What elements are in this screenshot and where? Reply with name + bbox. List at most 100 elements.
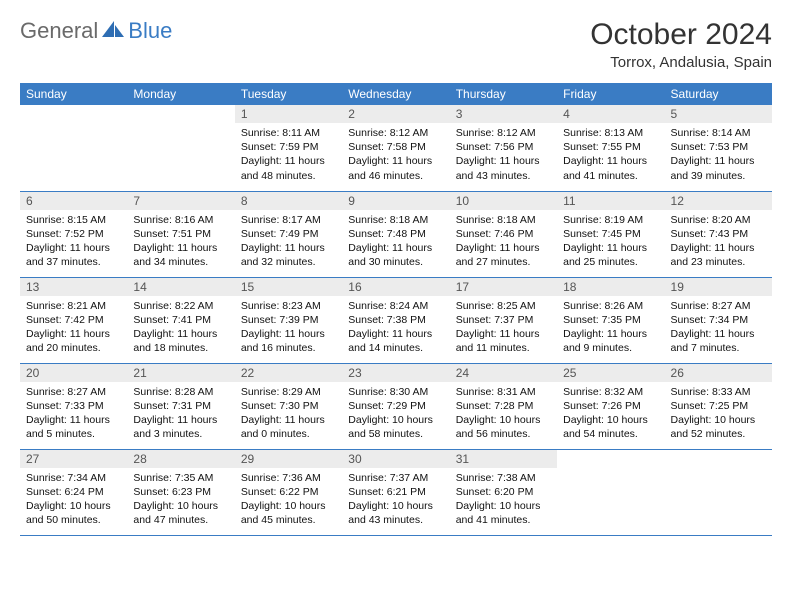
day-number: 16: [342, 278, 449, 296]
day-number: 15: [235, 278, 342, 296]
day-content: Sunrise: 8:23 AMSunset: 7:39 PMDaylight:…: [235, 296, 342, 362]
day-number: 24: [450, 364, 557, 382]
dayheader-cell: Thursday: [450, 83, 557, 105]
day-content: Sunrise: 8:21 AMSunset: 7:42 PMDaylight:…: [20, 296, 127, 362]
day-content: Sunrise: 8:18 AMSunset: 7:46 PMDaylight:…: [450, 210, 557, 276]
dayheader-cell: Tuesday: [235, 83, 342, 105]
calendar-row: 13Sunrise: 8:21 AMSunset: 7:42 PMDayligh…: [20, 277, 772, 363]
calendar-row: 6Sunrise: 8:15 AMSunset: 7:52 PMDaylight…: [20, 191, 772, 277]
calendar-cell: 26Sunrise: 8:33 AMSunset: 7:25 PMDayligh…: [665, 363, 772, 449]
day-number: 26: [665, 364, 772, 382]
day-number: 10: [450, 192, 557, 210]
day-content: Sunrise: 8:31 AMSunset: 7:28 PMDaylight:…: [450, 382, 557, 448]
title-block: October 2024 Torrox, Andalusia, Spain: [590, 18, 772, 71]
day-content: Sunrise: 8:20 AMSunset: 7:43 PMDaylight:…: [665, 210, 772, 276]
calendar-cell: 23Sunrise: 8:30 AMSunset: 7:29 PMDayligh…: [342, 363, 449, 449]
calendar-cell: 18Sunrise: 8:26 AMSunset: 7:35 PMDayligh…: [557, 277, 664, 363]
day-content: Sunrise: 8:32 AMSunset: 7:26 PMDaylight:…: [557, 382, 664, 448]
day-content: Sunrise: 8:30 AMSunset: 7:29 PMDaylight:…: [342, 382, 449, 448]
calendar-table: SundayMondayTuesdayWednesdayThursdayFrid…: [20, 83, 772, 536]
calendar-cell: 27Sunrise: 7:34 AMSunset: 6:24 PMDayligh…: [20, 449, 127, 535]
calendar-cell: 11Sunrise: 8:19 AMSunset: 7:45 PMDayligh…: [557, 191, 664, 277]
day-number: 30: [342, 450, 449, 468]
day-content: Sunrise: 8:28 AMSunset: 7:31 PMDaylight:…: [127, 382, 234, 448]
month-title: October 2024: [590, 18, 772, 52]
calendar-cell: 7Sunrise: 8:16 AMSunset: 7:51 PMDaylight…: [127, 191, 234, 277]
calendar-cell: 31Sunrise: 7:38 AMSunset: 6:20 PMDayligh…: [450, 449, 557, 535]
day-content: Sunrise: 8:12 AMSunset: 7:58 PMDaylight:…: [342, 123, 449, 189]
day-number: 23: [342, 364, 449, 382]
day-number: 22: [235, 364, 342, 382]
day-number: 8: [235, 192, 342, 210]
day-content: Sunrise: 8:19 AMSunset: 7:45 PMDaylight:…: [557, 210, 664, 276]
day-content: Sunrise: 8:16 AMSunset: 7:51 PMDaylight:…: [127, 210, 234, 276]
logo-text-blue: Blue: [128, 18, 172, 44]
day-content: Sunrise: 7:36 AMSunset: 6:22 PMDaylight:…: [235, 468, 342, 534]
calendar-cell: 5Sunrise: 8:14 AMSunset: 7:53 PMDaylight…: [665, 105, 772, 191]
day-number: 6: [20, 192, 127, 210]
day-number: 5: [665, 105, 772, 123]
calendar-row: ..1Sunrise: 8:11 AMSunset: 7:59 PMDaylig…: [20, 105, 772, 191]
day-number: 9: [342, 192, 449, 210]
day-content: Sunrise: 7:37 AMSunset: 6:21 PMDaylight:…: [342, 468, 449, 534]
logo: General Blue: [20, 18, 172, 44]
day-number: 28: [127, 450, 234, 468]
day-number: 4: [557, 105, 664, 123]
day-number: 18: [557, 278, 664, 296]
day-number: 17: [450, 278, 557, 296]
day-number: 31: [450, 450, 557, 468]
dayheader-cell: Friday: [557, 83, 664, 105]
calendar-cell: 3Sunrise: 8:12 AMSunset: 7:56 PMDaylight…: [450, 105, 557, 191]
calendar-cell: 30Sunrise: 7:37 AMSunset: 6:21 PMDayligh…: [342, 449, 449, 535]
calendar-head: SundayMondayTuesdayWednesdayThursdayFrid…: [20, 83, 772, 105]
calendar-cell: 24Sunrise: 8:31 AMSunset: 7:28 PMDayligh…: [450, 363, 557, 449]
day-number: 13: [20, 278, 127, 296]
calendar-row: 20Sunrise: 8:27 AMSunset: 7:33 PMDayligh…: [20, 363, 772, 449]
day-content: Sunrise: 8:22 AMSunset: 7:41 PMDaylight:…: [127, 296, 234, 362]
day-content: Sunrise: 8:17 AMSunset: 7:49 PMDaylight:…: [235, 210, 342, 276]
calendar-cell: 2Sunrise: 8:12 AMSunset: 7:58 PMDaylight…: [342, 105, 449, 191]
logo-part1: General: [20, 18, 98, 43]
calendar-cell: 17Sunrise: 8:25 AMSunset: 7:37 PMDayligh…: [450, 277, 557, 363]
calendar-row: 27Sunrise: 7:34 AMSunset: 6:24 PMDayligh…: [20, 449, 772, 535]
calendar-cell: .: [20, 105, 127, 191]
calendar-cell: .: [557, 449, 664, 535]
calendar-cell: 4Sunrise: 8:13 AMSunset: 7:55 PMDaylight…: [557, 105, 664, 191]
dayheader-cell: Saturday: [665, 83, 772, 105]
day-content: Sunrise: 8:12 AMSunset: 7:56 PMDaylight:…: [450, 123, 557, 189]
calendar-cell: 19Sunrise: 8:27 AMSunset: 7:34 PMDayligh…: [665, 277, 772, 363]
day-content: Sunrise: 8:29 AMSunset: 7:30 PMDaylight:…: [235, 382, 342, 448]
day-content: Sunrise: 7:34 AMSunset: 6:24 PMDaylight:…: [20, 468, 127, 534]
day-content: Sunrise: 8:27 AMSunset: 7:34 PMDaylight:…: [665, 296, 772, 362]
calendar-cell: 10Sunrise: 8:18 AMSunset: 7:46 PMDayligh…: [450, 191, 557, 277]
calendar-cell: 13Sunrise: 8:21 AMSunset: 7:42 PMDayligh…: [20, 277, 127, 363]
dayheader-cell: Wednesday: [342, 83, 449, 105]
header: General Blue October 2024 Torrox, Andalu…: [20, 18, 772, 71]
calendar-cell: 8Sunrise: 8:17 AMSunset: 7:49 PMDaylight…: [235, 191, 342, 277]
logo-sail-icon: [100, 19, 126, 44]
calendar-cell: 28Sunrise: 7:35 AMSunset: 6:23 PMDayligh…: [127, 449, 234, 535]
day-content: Sunrise: 8:25 AMSunset: 7:37 PMDaylight:…: [450, 296, 557, 362]
day-content: Sunrise: 8:11 AMSunset: 7:59 PMDaylight:…: [235, 123, 342, 189]
dayheader-row: SundayMondayTuesdayWednesdayThursdayFrid…: [20, 83, 772, 105]
location: Torrox, Andalusia, Spain: [590, 54, 772, 71]
calendar-cell: 20Sunrise: 8:27 AMSunset: 7:33 PMDayligh…: [20, 363, 127, 449]
calendar-cell: 12Sunrise: 8:20 AMSunset: 7:43 PMDayligh…: [665, 191, 772, 277]
day-number: 7: [127, 192, 234, 210]
calendar-cell: 21Sunrise: 8:28 AMSunset: 7:31 PMDayligh…: [127, 363, 234, 449]
day-content: Sunrise: 8:27 AMSunset: 7:33 PMDaylight:…: [20, 382, 127, 448]
calendar-cell: .: [127, 105, 234, 191]
calendar-cell: 25Sunrise: 8:32 AMSunset: 7:26 PMDayligh…: [557, 363, 664, 449]
calendar-cell: 16Sunrise: 8:24 AMSunset: 7:38 PMDayligh…: [342, 277, 449, 363]
day-number: 11: [557, 192, 664, 210]
day-number: 20: [20, 364, 127, 382]
calendar-body: ..1Sunrise: 8:11 AMSunset: 7:59 PMDaylig…: [20, 105, 772, 535]
day-content: Sunrise: 8:18 AMSunset: 7:48 PMDaylight:…: [342, 210, 449, 276]
dayheader-cell: Monday: [127, 83, 234, 105]
day-content: Sunrise: 8:13 AMSunset: 7:55 PMDaylight:…: [557, 123, 664, 189]
day-content: Sunrise: 8:33 AMSunset: 7:25 PMDaylight:…: [665, 382, 772, 448]
calendar-cell: 6Sunrise: 8:15 AMSunset: 7:52 PMDaylight…: [20, 191, 127, 277]
day-content: Sunrise: 7:35 AMSunset: 6:23 PMDaylight:…: [127, 468, 234, 534]
calendar-cell: 15Sunrise: 8:23 AMSunset: 7:39 PMDayligh…: [235, 277, 342, 363]
day-content: Sunrise: 8:14 AMSunset: 7:53 PMDaylight:…: [665, 123, 772, 189]
